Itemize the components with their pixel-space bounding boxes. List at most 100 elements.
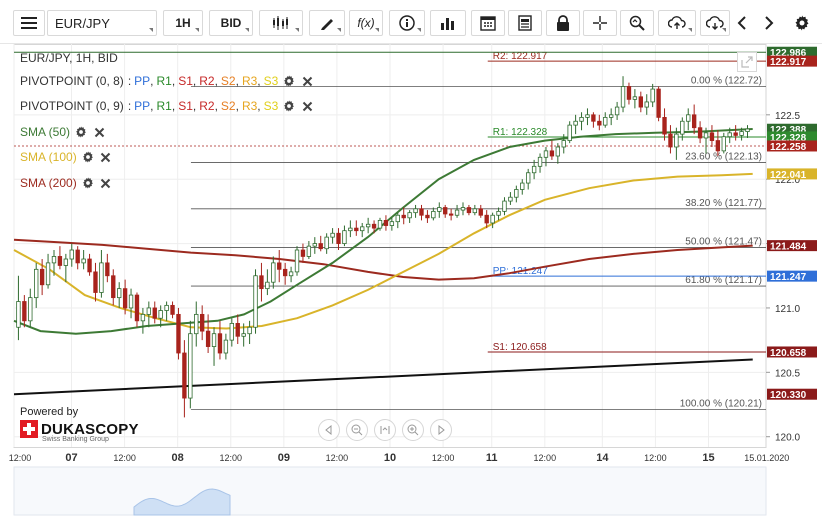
brand-name: DUKASCOPY xyxy=(41,420,139,438)
remove-indicator-close-icon[interactable] xyxy=(300,74,314,88)
candle-bull xyxy=(603,116,608,126)
price-badge xyxy=(767,140,817,152)
candle-bull xyxy=(45,262,51,286)
remove-indicator-close-icon[interactable] xyxy=(92,125,106,139)
timeframe-selector[interactable]: 1H xyxy=(163,10,203,36)
price-badge-label: 121.484 xyxy=(770,242,807,253)
candle-bear xyxy=(662,116,667,135)
y-tick-label: 120.5 xyxy=(775,368,800,379)
candle-bull xyxy=(253,275,258,328)
candle-bull xyxy=(745,128,750,132)
triangle-left-icon xyxy=(325,425,332,435)
news-icon xyxy=(518,15,532,31)
crosshair-button[interactable] xyxy=(583,10,617,36)
price-badge-label: 120.330 xyxy=(770,390,807,401)
prev-button[interactable] xyxy=(730,10,754,36)
navigator-series xyxy=(133,488,231,516)
candle-bear xyxy=(39,268,45,286)
candle-bull xyxy=(555,146,561,157)
function-button[interactable]: f(x) xyxy=(349,10,383,36)
pivot-level-label: R1 xyxy=(156,74,172,88)
candle-type-button[interactable] xyxy=(259,10,303,36)
candle-bull xyxy=(727,132,732,138)
lock-button[interactable] xyxy=(546,10,580,36)
expand-icon[interactable] xyxy=(737,52,757,72)
settings-button[interactable] xyxy=(790,10,814,36)
price-chart[interactable]: 0.00 % (122.72) 23.60 % (122.13) 38.20 % (… xyxy=(0,44,822,518)
x-tick-label: 12:00 xyxy=(219,453,242,463)
indicator-settings-gear-icon[interactable] xyxy=(81,150,95,164)
indicator-settings-gear-icon[interactable] xyxy=(74,125,88,139)
price-badge-label: 122.328 xyxy=(770,133,807,144)
indicator-settings-gear-icon[interactable] xyxy=(81,176,95,190)
y-tick-label: 122.0 xyxy=(775,175,800,186)
candle-bull xyxy=(117,288,122,299)
pivot-level-label: PP xyxy=(134,74,151,88)
symbol-label: EUR/JPY xyxy=(55,15,110,31)
zoom-in-button[interactable] xyxy=(402,419,424,441)
remove-indicator-close-icon[interactable] xyxy=(300,99,314,113)
bar-chart-icon xyxy=(441,18,454,30)
candle-bull xyxy=(51,256,57,264)
fibonacci-retracement: 0.00 % (122.72) 23.60 % (122.13) 38.20 % (… xyxy=(190,75,766,411)
legend-separator: : xyxy=(127,74,132,88)
reset-zoom-button[interactable] xyxy=(374,419,396,441)
candle-bull xyxy=(194,313,199,335)
symbol-selector[interactable]: EUR/JPY xyxy=(47,10,157,36)
indicator-settings-gear-icon[interactable] xyxy=(282,74,296,88)
info-button[interactable] xyxy=(389,10,425,36)
candle-bear xyxy=(478,208,483,216)
chart-title: EUR/JPY, 1H, BID xyxy=(20,51,118,65)
pivot-level-label: R1: 122.328 xyxy=(493,127,548,138)
candle-bull xyxy=(490,214,495,224)
price-badge xyxy=(767,168,817,180)
scroll-left-button[interactable] xyxy=(318,419,340,441)
candle-bull xyxy=(413,208,418,214)
remove-indicator-close-icon[interactable] xyxy=(99,176,113,190)
candle-bull xyxy=(502,200,507,212)
axes: 120.0120.5121.0121.5122.0122.512:000712:… xyxy=(9,111,800,516)
chart-canvas[interactable]: 0.00 % (122.72) 23.60 % (122.13) 38.20 % (… xyxy=(0,44,822,518)
news-button[interactable] xyxy=(508,10,542,36)
chevron-down-icon xyxy=(149,28,153,32)
info-icon xyxy=(399,15,415,31)
candle-bull xyxy=(431,210,436,219)
upload-icon xyxy=(668,16,686,29)
candle-bear xyxy=(626,86,632,100)
zoom-out-button[interactable] xyxy=(346,419,368,441)
candle-bull xyxy=(573,120,578,126)
download-button[interactable] xyxy=(700,10,730,36)
hamburger-menu-icon[interactable] xyxy=(13,10,45,36)
next-button[interactable] xyxy=(757,10,781,36)
candle-bull xyxy=(81,258,86,264)
legend-comma: , xyxy=(214,99,218,113)
legend-comma: , xyxy=(214,74,218,88)
indicator-name: SMA (200) xyxy=(20,176,77,190)
volume-button[interactable] xyxy=(430,10,466,36)
x-tick-label: 12:00 xyxy=(113,453,136,463)
calendar-button[interactable] xyxy=(471,10,505,36)
candle-bull xyxy=(620,86,626,108)
price-badge-label: 122.258 xyxy=(770,142,807,153)
pivot-level-label: S2 xyxy=(220,74,236,88)
candle-bull xyxy=(158,310,163,319)
chevron-down-icon xyxy=(417,28,421,32)
price-type-selector[interactable]: BID xyxy=(209,10,253,36)
candle-bear xyxy=(282,268,288,277)
candle-bull xyxy=(644,101,649,108)
scroll-right-button[interactable] xyxy=(430,419,452,441)
chevron-down-icon xyxy=(375,28,379,32)
draw-button[interactable] xyxy=(309,10,345,36)
candle-bear xyxy=(336,232,341,244)
x-tick-label: 10 xyxy=(384,452,396,464)
powered-by-label: Powered by xyxy=(20,406,79,418)
upload-button[interactable] xyxy=(658,10,696,36)
indicator-row: PIVOTPOINT (0, 8): PP, R1, S1, R2, S2, R3, S3 xyxy=(20,73,314,89)
indicator-settings-gear-icon[interactable] xyxy=(282,99,296,113)
candle-bear xyxy=(448,213,454,216)
remove-indicator-close-icon[interactable] xyxy=(99,150,113,164)
pivot-level-label: S1 xyxy=(178,74,193,88)
candle-bear xyxy=(549,150,555,157)
zoom-button[interactable] xyxy=(620,10,654,36)
price-badge xyxy=(767,123,817,135)
